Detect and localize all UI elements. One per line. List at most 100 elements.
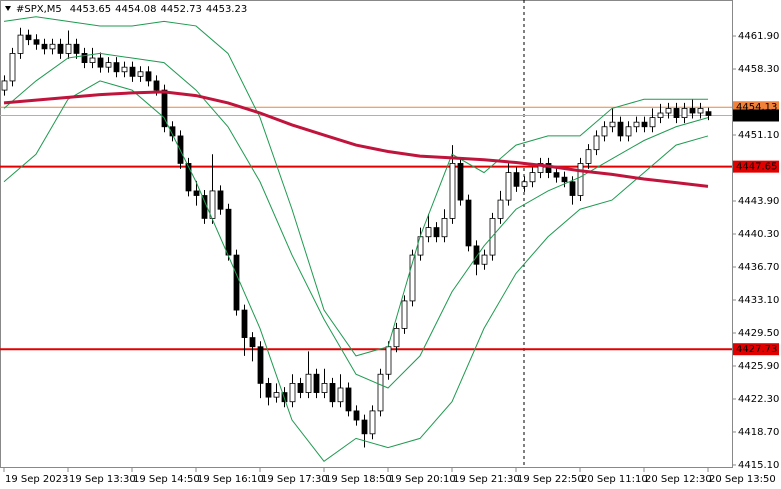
candle-body [409,254,416,302]
menu-arrow[interactable] [5,6,11,11]
close-value: 4453.23 [206,4,247,15]
low-value: 4452.73 [161,4,202,15]
high-value: 4454.08 [115,4,156,15]
candle-body [57,43,64,54]
candle-body [561,176,568,183]
candle-body [449,163,456,219]
price-label-bg [733,109,779,122]
candle-body [425,227,432,238]
candle-body [385,346,392,375]
candle-body [249,337,256,348]
candle-body [81,53,88,64]
candle-body [649,117,656,128]
x-tick-label: 20 Sep 11:10 [581,474,648,485]
candle-body [185,163,192,192]
level-label: 4454.13 [736,102,777,113]
candle-body [321,383,328,393]
candle-body [401,300,408,329]
candle-body [497,199,504,219]
y-tick-label: 4422.30 [738,394,779,405]
candle-body [73,43,80,54]
candle-body [553,172,560,178]
candle-body [97,57,104,68]
candle-body [353,410,360,421]
candle-body [161,89,168,128]
candle-body [265,383,272,398]
candle-body [513,172,520,187]
candle-body [473,245,480,265]
candle-body [241,309,248,338]
candle-body [121,66,128,73]
candle-body [705,111,712,116]
candle-body [233,254,240,311]
x-tick-label: 19 Sep 18:50 [325,474,392,485]
candle-body [657,112,664,118]
candle-body [641,121,648,128]
indicator-line [3,80,709,462]
x-tick-label: 20 Sep 13:50 [709,474,776,485]
y-tick-label: 4433.10 [738,295,779,306]
candle-body [521,181,528,187]
candle-body [633,121,640,128]
y-tick-label: 4458.30 [738,64,779,75]
y-tick-label: 4429.50 [738,328,779,339]
candle-body [393,328,400,348]
candle-body [33,39,40,45]
symbol: #SPX,M5 [16,4,62,15]
candle-body [225,208,232,256]
y-tick-label: 4425.90 [738,361,779,372]
y-tick-label: 4461.90 [738,31,779,42]
open-value: 4453.65 [70,4,111,15]
x-tick-label: 19 Sep 22:50 [517,474,584,485]
candle-body [297,383,304,393]
header-text: #SPX,M5 4453.65 4454.08 4452.73 4453.23 [16,4,247,15]
x-tick-label: 19 Sep 16:10 [197,474,264,485]
y-tick-label: 4415.10 [738,460,779,471]
candle-body [209,190,216,219]
candle-body [433,227,440,238]
level-label: 4447.65 [736,162,777,173]
candle-body [617,121,624,137]
candle-body [585,149,592,164]
candle-body [329,383,336,403]
candle-body [481,254,488,265]
candle-body [337,387,344,403]
candle-body [201,195,208,219]
candle-body [577,163,584,196]
candle-body [697,108,704,114]
candle-body [457,163,464,201]
level-label: 4427.73 [736,344,777,355]
price-label: 4453.23 [736,110,777,121]
candle-body [313,373,320,393]
indicator-line [3,16,708,357]
x-tick-label: 19 Sep 20:10 [389,474,456,485]
candle-body [41,43,48,50]
candle-body [681,108,688,118]
x-tick-label: 19 Sep 21:30 [453,474,520,485]
candle-body [289,383,296,403]
level-label-bg [733,343,779,356]
y-tick-label: 4451.10 [738,130,779,141]
candle-body [65,43,72,54]
y-tick-label: 4418.70 [738,427,779,438]
plot-frame [0,0,733,468]
x-tick-label: 19 Sep 13:30 [69,474,136,485]
candle-body [145,71,152,82]
candle-body [49,43,56,50]
candle-body [305,373,312,393]
candle-body [377,373,384,412]
candle-body [17,34,24,54]
candle-body [169,126,176,137]
candle-body [665,108,672,114]
candle-body [9,53,16,82]
x-tick-label: 19 Sep 14:50 [133,474,200,485]
candle-body [193,190,200,196]
candle-body [465,199,472,247]
level-label-bg [733,160,779,173]
y-tick-label: 4436.70 [738,262,779,273]
candle-body [217,190,224,210]
candle-body [441,218,448,238]
candle-body [609,121,616,128]
candle-body [1,80,8,91]
